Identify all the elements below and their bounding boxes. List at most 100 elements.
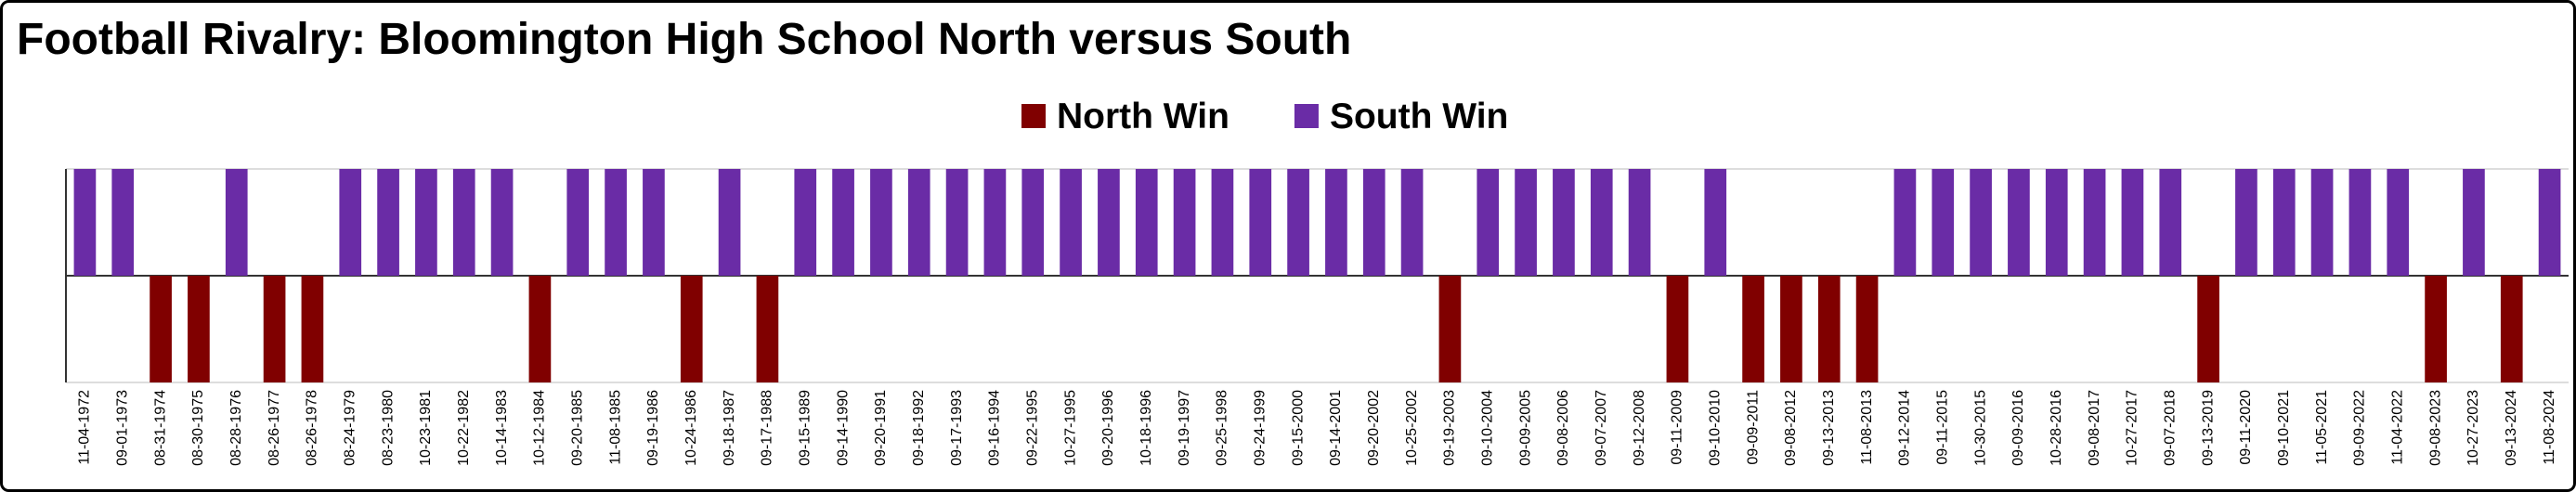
bar — [870, 169, 892, 276]
x-tick-label: 10-27-1995 — [1062, 390, 1078, 466]
bar — [1173, 169, 1196, 276]
x-tick-label: 09-11-2009 — [1670, 390, 1685, 465]
bar — [983, 169, 1007, 276]
x-tick-label: 09-13-2024 — [2504, 390, 2519, 466]
bar — [377, 169, 399, 276]
x-tick-label: 09-19-2003 — [1442, 390, 1458, 466]
x-tick-label: 08-26-1978 — [305, 390, 320, 466]
bar — [415, 169, 437, 276]
bar — [188, 276, 210, 382]
x-tick-label: 10-18-1996 — [1138, 390, 1154, 466]
x-tick-label: 10-23-1981 — [418, 390, 434, 466]
x-tick-label: 09-09-2022 — [2352, 390, 2368, 466]
bar — [2272, 169, 2296, 276]
x-tick-label: 09-13-2013 — [1821, 390, 1837, 466]
bar — [2083, 169, 2106, 276]
bar — [111, 169, 135, 276]
x-tick-label: 09-18-1987 — [722, 390, 737, 466]
bar — [605, 169, 627, 276]
bar — [1590, 169, 1613, 276]
legend-marker — [1294, 104, 1319, 128]
x-tick-label: 10-22-1982 — [456, 390, 472, 466]
x-tick-label: 09-09-2005 — [1517, 390, 1533, 466]
bar — [225, 169, 248, 276]
bar — [945, 169, 969, 276]
bar — [1060, 169, 1082, 276]
x-tick-label: 11-04-1972 — [77, 390, 93, 465]
x-tick-label: 09-18-1992 — [911, 390, 927, 466]
x-tick-label: 08-31-1974 — [152, 390, 168, 466]
x-tick-label: 09-07-2018 — [2162, 390, 2178, 466]
bar — [2008, 169, 2030, 276]
x-tick-label: 09-20-1991 — [873, 390, 889, 466]
x-tick-label: 10-27-2023 — [2465, 390, 2481, 466]
x-tick-label: 09-20-2002 — [1366, 390, 1382, 466]
bar — [1098, 169, 1120, 276]
bar — [566, 169, 590, 276]
x-tick-label: 11-04-2022 — [2389, 390, 2405, 465]
legend: North Win South Win — [1021, 97, 1508, 136]
x-tick-label: 09-09-2016 — [2010, 390, 2026, 466]
x-tick-label: 09-17-1993 — [949, 390, 965, 466]
bar — [1855, 276, 1879, 382]
x-tick-label: 10-27-2017 — [2125, 390, 2140, 466]
bar — [1553, 169, 1575, 276]
bar — [2387, 169, 2410, 276]
bar — [1249, 169, 1272, 276]
x-tick-label: 11-08-1985 — [607, 390, 623, 465]
x-tick-label: 09-22-1995 — [1024, 390, 1040, 466]
bar — [1021, 169, 1045, 276]
bar — [490, 169, 514, 276]
x-tick-label: 10-12-1984 — [532, 390, 548, 466]
x-tick-label: 08-26-1977 — [267, 390, 282, 466]
bar — [1362, 169, 1386, 276]
x-tick-label: 09-19-1986 — [645, 390, 661, 466]
x-tick-label: 09-20-1996 — [1100, 390, 1116, 466]
bar — [301, 276, 324, 382]
x-tick-label: 08-30-1975 — [190, 390, 206, 466]
x-tick-label: 10-24-1986 — [683, 390, 699, 466]
x-tick-label: 11-08-2024 — [2542, 390, 2557, 465]
x-tick-label: 09-08-2023 — [2427, 390, 2443, 466]
bar — [1287, 169, 1309, 276]
x-tick-label: 08-28-1976 — [228, 390, 244, 466]
bar — [1970, 169, 1992, 276]
x-tick-label: 08-23-1980 — [380, 390, 396, 466]
x-tick-label: 09-19-1997 — [1177, 390, 1192, 466]
x-tick-label: 09-13-2019 — [2200, 390, 2216, 466]
x-tick-label: 09-15-2000 — [1290, 390, 1306, 466]
bar — [643, 169, 665, 276]
bar — [2425, 276, 2447, 382]
bar — [2045, 169, 2068, 276]
x-tick-label: 10-14-1983 — [494, 390, 510, 466]
bar — [1135, 169, 1158, 276]
x-tick-label: 09-11-2015 — [1934, 390, 1950, 465]
x-tick-label: 09-01-1973 — [114, 390, 130, 466]
x-tick-label: 10-30-2015 — [1972, 390, 1988, 466]
legend-label: South Win — [1330, 97, 1508, 136]
bar — [680, 276, 703, 382]
chart-title: Football Rivalry: Bloomington High Schoo… — [17, 15, 1351, 64]
x-tick-label: 09-12-2008 — [1632, 390, 1647, 466]
bar — [2235, 169, 2257, 276]
bar — [756, 276, 779, 382]
bar — [150, 276, 172, 382]
x-tick-label: 09-08-2017 — [2087, 390, 2102, 466]
bar — [1666, 276, 1689, 382]
bar — [2121, 169, 2144, 276]
bar — [1742, 276, 1764, 382]
x-tick-label: 09-17-1988 — [760, 390, 775, 466]
bar — [2310, 169, 2334, 276]
x-tick-label: 09-09-2011 — [1745, 390, 1761, 465]
bar — [1325, 169, 1347, 276]
x-tick-label: 09-10-2004 — [1479, 390, 1495, 466]
bar — [832, 169, 854, 276]
bar — [2500, 276, 2523, 382]
bar — [1932, 169, 1955, 276]
bar — [1477, 169, 1500, 276]
x-tick-label: 09-25-1998 — [1215, 390, 1230, 466]
bar — [452, 169, 475, 276]
bar — [1211, 169, 1234, 276]
bar — [1400, 169, 1424, 276]
